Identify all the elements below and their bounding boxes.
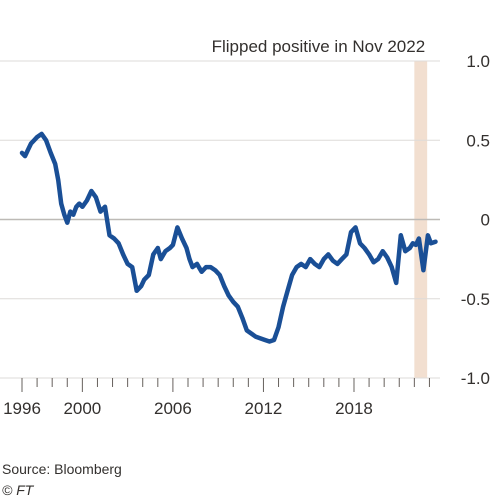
- series-line: [19, 131, 438, 344]
- y-tick-label: -1.0: [461, 369, 490, 388]
- y-tick-label: 1.0: [466, 52, 490, 71]
- y-tick-label: 0: [481, 211, 490, 230]
- x-tick-label: 2018: [335, 399, 373, 418]
- y-tick-label: -0.5: [461, 290, 490, 309]
- y-axis: 1.0 0.5 0 -0.5 -1.0: [461, 52, 490, 388]
- x-tick-label: 2000: [63, 399, 101, 418]
- x-axis: 1996 2000 2006 2012 2018: [3, 378, 430, 418]
- x-tick-label: 2012: [245, 399, 283, 418]
- x-tick-label: 1996: [3, 399, 41, 418]
- annotation-label: Flipped positive in Nov 2022: [212, 37, 426, 56]
- x-tick-label: 2006: [154, 399, 192, 418]
- source-note: Source: Bloomberg: [2, 461, 122, 477]
- y-tick-label: 0.5: [466, 131, 490, 150]
- gridlines: [0, 60, 440, 379]
- chart: 1996 2000 2006 2012 2018 1.0 0.5 0 -0.5 -1.0 Fli…: [0, 37, 490, 418]
- credit-note: © FT: [2, 482, 34, 498]
